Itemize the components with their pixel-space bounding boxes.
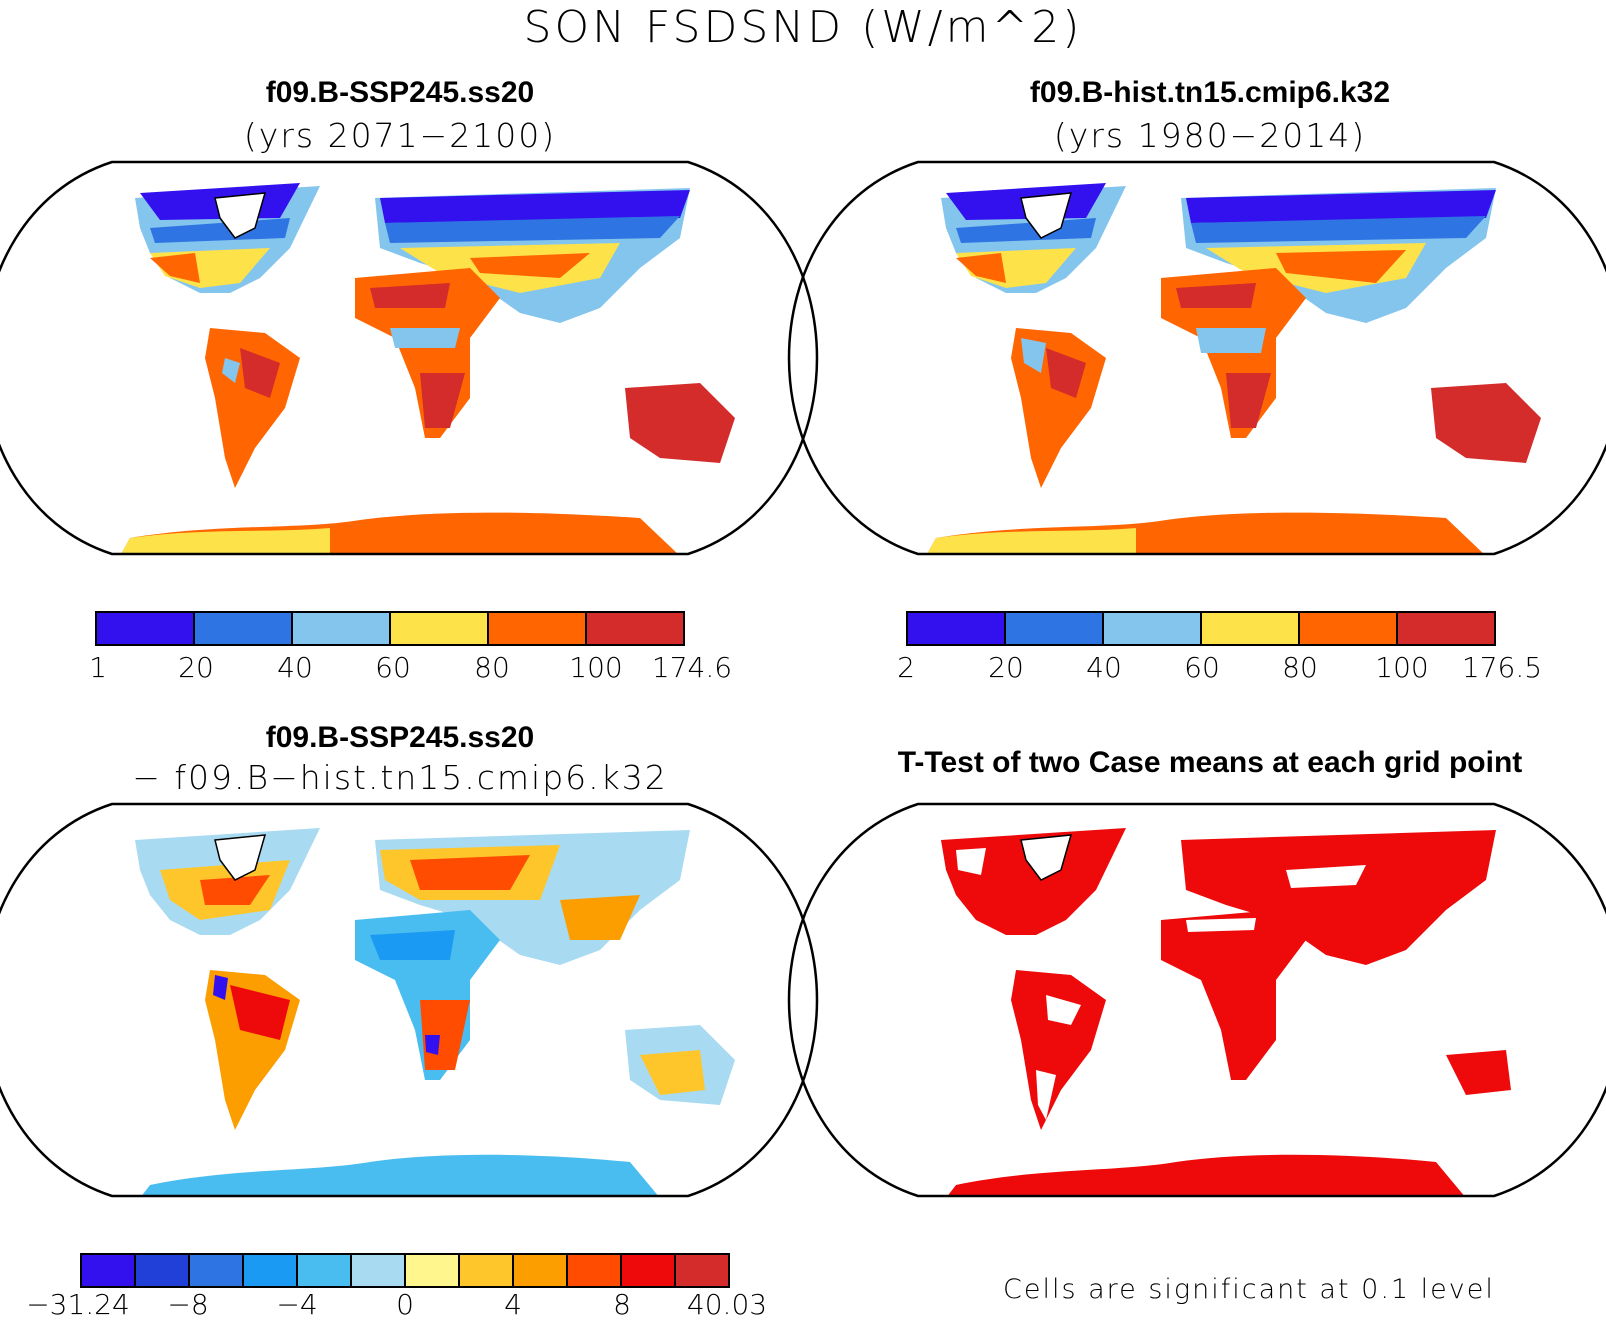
panel-future-subtitle: (yrs 2071−2100) xyxy=(243,116,557,155)
colorbar-label: 40 xyxy=(1086,651,1122,684)
colorbar-box xyxy=(908,613,1006,644)
colorbar-label: 20 xyxy=(178,651,214,684)
colorbar-box xyxy=(190,1255,244,1286)
significance-note: Cells are significant at 0.1 level xyxy=(1003,1274,1495,1305)
colorbar-box xyxy=(97,613,195,644)
colorbar-label: 60 xyxy=(1184,651,1220,684)
colorbar-label: 4 xyxy=(504,1288,522,1321)
panel-difference-title: f09.B-SSP245.ss20 xyxy=(265,721,535,754)
colorbar-box xyxy=(514,1255,568,1286)
colorbar-label: 8 xyxy=(613,1288,631,1321)
colorbar-box xyxy=(489,613,587,644)
colorbar-box xyxy=(406,1255,460,1286)
colorbar-label: 100 xyxy=(569,651,623,684)
colorbar-box xyxy=(1202,613,1300,644)
colorbar-box xyxy=(293,613,391,644)
colorbar-box xyxy=(587,613,683,644)
panel-ttest-title: T-Test of two Case means at each grid po… xyxy=(897,746,1523,779)
colorbar-label: −4 xyxy=(276,1288,318,1321)
colorbar-box xyxy=(676,1255,728,1286)
colorbar-label: 80 xyxy=(1282,651,1318,684)
colorbar-label: 40.03 xyxy=(686,1288,768,1321)
colorbar-difference xyxy=(80,1253,730,1288)
figure-title: SON FSDSND (W/m^2) xyxy=(523,2,1083,53)
colorbar-box xyxy=(391,613,489,644)
colorbar-box xyxy=(568,1255,622,1286)
colorbar-box xyxy=(352,1255,406,1286)
panel-historical-subtitle: (yrs 1980−2014) xyxy=(1053,116,1367,155)
colorbar-label: 1 xyxy=(89,651,107,684)
colorbar-label: 60 xyxy=(375,651,411,684)
panel-difference-subtitle: − f09.B−hist.tn15.cmip6.k32 xyxy=(132,758,668,797)
panel-future-title: f09.B-SSP245.ss20 xyxy=(265,76,535,109)
colorbar-box xyxy=(622,1255,676,1286)
colorbar-label: −8 xyxy=(167,1288,209,1321)
colorbar-box xyxy=(82,1255,136,1286)
world-map-difference xyxy=(0,802,819,1198)
colorbar-box xyxy=(1006,613,1104,644)
colorbar-label: 40 xyxy=(277,651,313,684)
panel-historical-title: f09.B-hist.tn15.cmip6.k32 xyxy=(1029,76,1391,109)
colorbar-box xyxy=(1398,613,1494,644)
colorbar-box xyxy=(136,1255,190,1286)
colorbar-future xyxy=(95,611,685,646)
colorbar-label: 0 xyxy=(396,1288,414,1321)
colorbar-box xyxy=(460,1255,514,1286)
colorbar-label: 80 xyxy=(474,651,510,684)
world-map-ttest xyxy=(787,802,1606,1198)
colorbar-box xyxy=(1104,613,1202,644)
colorbar-box xyxy=(195,613,293,644)
colorbar-label: 100 xyxy=(1375,651,1429,684)
colorbar-label: 174.6 xyxy=(651,651,733,684)
colorbar-label: 176.5 xyxy=(1461,651,1543,684)
world-map-historical xyxy=(787,160,1606,556)
colorbar-label: 20 xyxy=(988,651,1024,684)
colorbar-box xyxy=(1300,613,1398,644)
colorbar-historical xyxy=(906,611,1496,646)
colorbar-label: −31.24 xyxy=(26,1288,130,1321)
colorbar-box xyxy=(244,1255,298,1286)
colorbar-label: 2 xyxy=(897,651,915,684)
world-map-future xyxy=(0,160,819,556)
colorbar-box xyxy=(298,1255,352,1286)
